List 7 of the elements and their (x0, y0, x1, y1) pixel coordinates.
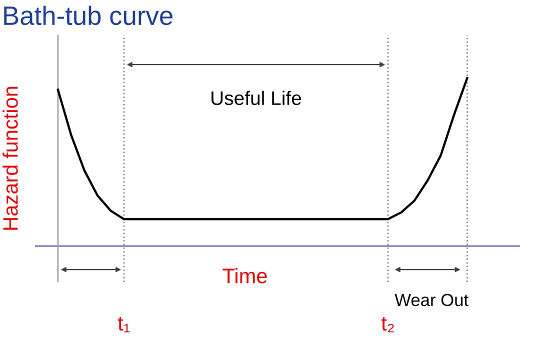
x-tick-label: t₂ (381, 316, 394, 332)
x-tick-label: t₁ (118, 316, 130, 332)
y-axis-title: Hazard function (2, 86, 18, 230)
annotation: Useful Life (212, 90, 302, 106)
text: Wear Out (394, 294, 468, 306)
chart-title: Bath-tub curve (4, 6, 172, 26)
x-axis-title: Time (222, 268, 267, 284)
